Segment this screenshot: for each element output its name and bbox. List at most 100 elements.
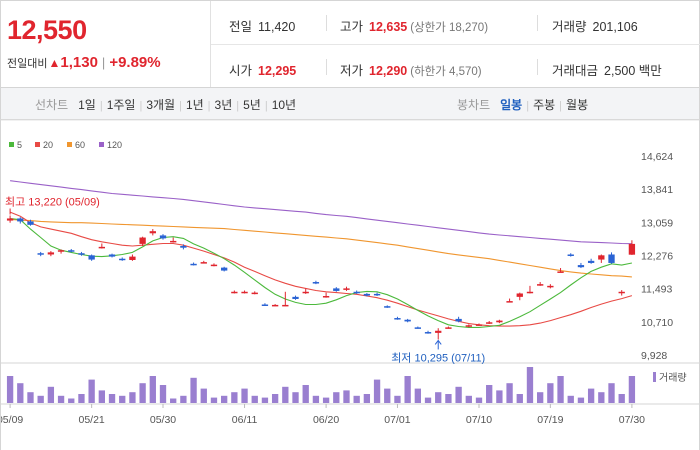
candle-body <box>251 292 258 295</box>
candle-group-label: 봉차트 <box>457 98 491 112</box>
volume-bar <box>210 397 218 403</box>
candle <box>343 286 350 291</box>
candle <box>424 330 432 334</box>
candle <box>302 288 309 294</box>
tab-line-6[interactable]: 10년 <box>271 98 297 112</box>
tab-line-1[interactable]: 1주일 <box>106 98 136 112</box>
amount-label: 거래대금 <box>552 64 599 78</box>
candle-body <box>261 304 269 306</box>
prev-close-label: 전일 <box>229 20 253 34</box>
volume-bar <box>261 397 269 403</box>
tab-divider: | <box>236 100 240 112</box>
high-cell: 고가 12,635 (상한가 18,270) <box>340 16 488 35</box>
tab-candle-2[interactable]: 월봉 <box>566 98 589 112</box>
candle <box>567 253 574 257</box>
candle <box>516 292 523 301</box>
volume-bar <box>282 386 289 403</box>
candle <box>190 262 197 266</box>
volume-bar <box>108 394 116 403</box>
volume-bar <box>27 392 34 403</box>
tab-candle-0[interactable]: 일봉 <box>500 98 523 112</box>
volume-bar <box>547 383 554 403</box>
candle <box>139 236 146 247</box>
candle <box>282 291 289 307</box>
candle-body <box>618 291 625 294</box>
candle-body <box>384 306 391 308</box>
candle <box>241 290 248 294</box>
tab-line-2[interactable]: 3개월 <box>146 98 176 112</box>
candle-body <box>221 267 228 271</box>
candle-body <box>241 291 248 294</box>
volume-bar <box>231 392 238 403</box>
period-tab-bar: 선차트 1일 | 1주일 | 3개월 | 1년 | 3년 | 5년 | 10년 봉차트 일봉 | 주봉 | 월봉 <box>0 88 700 120</box>
candle-body <box>506 301 513 303</box>
x-tick-label: 07/10 <box>466 414 492 426</box>
ma5-line <box>10 217 633 328</box>
x-tick-label: 07/01 <box>384 414 410 426</box>
tab-line-5[interactable]: 5년 <box>243 98 261 112</box>
volume-bar <box>343 390 350 403</box>
candle <box>119 257 126 261</box>
candle <box>37 251 44 257</box>
candle <box>557 268 564 273</box>
volume-bar <box>404 376 411 403</box>
open-label: 시가 <box>229 64 253 78</box>
candle-body <box>486 322 493 324</box>
candle-body <box>210 264 218 267</box>
volume-bar <box>322 397 330 403</box>
x-tick-label: 05/09 <box>1 414 23 426</box>
tab-line-3[interactable]: 1년 <box>185 98 204 112</box>
tab-divider: | <box>207 100 211 112</box>
tab-line-0[interactable]: 1일 <box>78 98 96 112</box>
candle-body <box>414 327 421 329</box>
candle <box>353 290 360 294</box>
candle-body <box>27 221 34 225</box>
low-annotation: 최저 10,295 (07/11) <box>391 351 485 364</box>
volume-bar <box>37 395 44 403</box>
x-tick-label: 06/11 <box>232 414 258 426</box>
candle <box>414 326 421 329</box>
legend-swatch-60 <box>67 142 72 147</box>
candle <box>577 262 585 269</box>
volume-bar <box>129 392 136 403</box>
lower-limit: (하한가 4,570) <box>410 66 482 78</box>
volume-bar <box>394 395 401 403</box>
legend-swatch-20 <box>35 142 40 147</box>
candle <box>526 285 534 294</box>
volume-bar <box>17 383 24 403</box>
candle <box>333 287 340 292</box>
y-tick-label: 10,710 <box>641 317 673 329</box>
change-separator: | <box>101 55 106 70</box>
candle <box>251 291 258 295</box>
legend-label-60: 60 <box>75 140 85 150</box>
candle <box>210 263 218 267</box>
candle <box>312 280 320 285</box>
candle-body <box>190 263 197 266</box>
volume-bar <box>618 394 625 403</box>
candle <box>322 292 330 298</box>
tab-line-4[interactable]: 3년 <box>214 98 233 112</box>
candle <box>78 251 85 256</box>
candle-body <box>373 293 381 296</box>
candle <box>261 303 269 306</box>
high-label: 고가 <box>340 20 364 34</box>
volume-bar <box>526 367 534 403</box>
divider <box>326 59 327 75</box>
change-row: 전일대비▲1,130 | +9.89% <box>7 54 161 71</box>
candle-body <box>302 291 309 294</box>
open-cell: 시가 12,295 <box>229 60 296 79</box>
tab-divider: | <box>179 100 182 112</box>
volume-legend-swatch <box>653 372 656 382</box>
candle-body <box>465 325 472 327</box>
change-label: 전일대비 <box>7 58 48 70</box>
volume-bar <box>312 395 320 403</box>
candle <box>496 319 503 324</box>
volume-bar <box>363 394 371 403</box>
volume-bar <box>557 376 564 403</box>
candle-body <box>159 235 167 239</box>
candle-body <box>292 296 299 299</box>
candle <box>68 248 75 253</box>
low-cell: 저가 12,290 (하한가 4,570) <box>340 60 482 79</box>
volume-bar <box>271 394 279 403</box>
tab-candle-1[interactable]: 주봉 <box>533 98 556 112</box>
